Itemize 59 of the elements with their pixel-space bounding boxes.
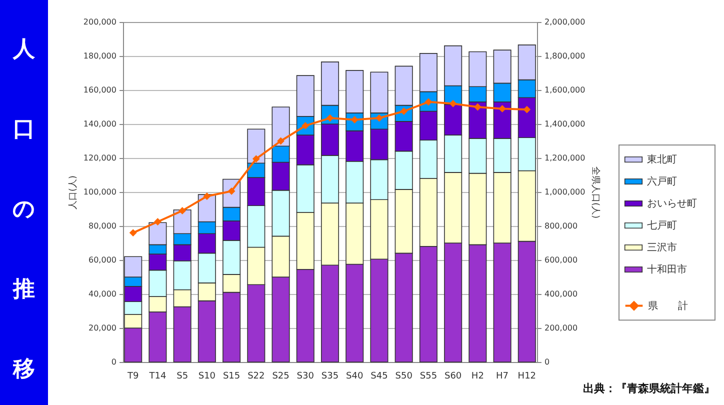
x-tick-label: S5 [176,372,188,382]
point [498,104,506,112]
y2-tick-label: 1,800,000 [544,52,586,60]
chart-title: 人口の推移 [12,37,36,382]
y2-tick-label: 600,000 [544,256,578,264]
y2-tick-label: 200,000 [544,324,578,332]
source-note: 出典：『青森県統計年鑑』 [583,382,715,395]
x-tick-label: S30 [296,372,314,382]
x-tick-label: H7 [496,372,509,382]
y-tick-label: 100,000 [83,188,116,196]
legend-label: 六戸町 [647,176,677,188]
legend-label: 三沢市 [647,242,677,254]
y-tick-label: 120,000 [83,154,116,162]
x-tick-label: S45 [370,372,388,382]
y2-tick-label: 400,000 [544,290,578,298]
point [449,100,457,108]
legend-label: 東北町 [647,154,677,166]
point [154,218,162,226]
y2-tick-label: 1,400,000 [544,120,586,128]
legend-label: おいらせ町 [647,198,697,210]
y-tick-label: 0 [111,358,116,366]
y-tick-label: 160,000 [83,86,116,94]
y2-tick-label: 1,000,000 [544,188,586,196]
x-tick-label: S55 [420,372,438,382]
y-tick-label: 200,000 [83,18,116,26]
x-tick-label: S40 [346,372,364,382]
x-tick-label: H12 [518,372,536,382]
point [178,206,186,214]
y2-tick-label: 800,000 [544,222,578,230]
y2-tick-label: 1,200,000 [544,154,586,162]
x-tick-label: S10 [198,372,216,382]
y-tick-label: 60,000 [88,256,116,264]
legend-label: 県 計 [648,300,688,312]
point [474,103,482,111]
x-tick-label: T14 [148,372,166,382]
x-tick-label: S60 [444,372,462,382]
y2-tick-label: 1,600,000 [544,86,586,94]
x-tick-label: S35 [321,372,339,382]
legend-label: 七戸町 [647,220,677,232]
x-tick-label: S25 [272,372,290,382]
y2-axis-title: 全県人口(人) [590,166,602,219]
point [252,155,260,163]
y-tick-label: 180,000 [83,52,116,60]
y-tick-label: 40,000 [88,290,116,298]
y-tick-label: 140,000 [83,120,116,128]
point [523,106,531,114]
y-tick-label: 20,000 [88,324,116,332]
x-tick-label: S22 [248,372,265,382]
y-axis-title: 人口(人) [67,175,78,210]
x-tick-label: S15 [222,372,240,382]
y2-tick-label: 0 [544,358,550,366]
x-tick-label: S50 [395,372,413,382]
y-tick-label: 80,000 [88,222,116,230]
x-tick-label: T9 [126,372,139,382]
x-tick-label: H2 [471,372,484,382]
point [203,192,211,200]
y2-tick-label: 2,000,000 [544,18,586,26]
point [129,229,137,237]
legend-label: 十和田市 [647,264,687,276]
